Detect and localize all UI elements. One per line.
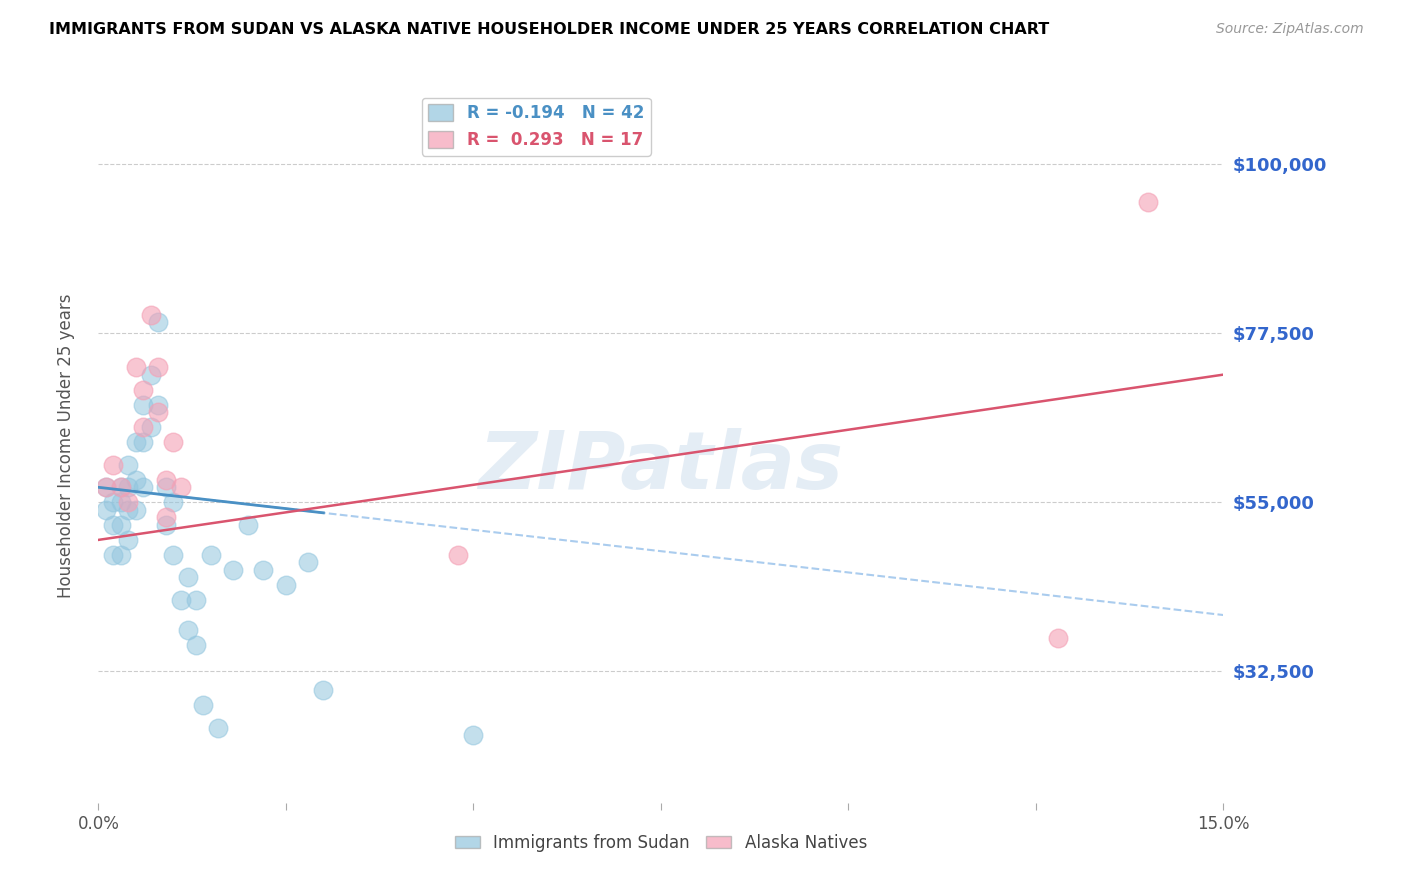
Point <box>148 398 170 412</box>
Point <box>103 495 125 509</box>
Point <box>447 548 470 562</box>
Text: IMMIGRANTS FROM SUDAN VS ALASKA NATIVE HOUSEHOLDER INCOME UNDER 25 YEARS CORRELA: IMMIGRANTS FROM SUDAN VS ALASKA NATIVE H… <box>49 22 1049 37</box>
Point <box>125 435 148 450</box>
Point <box>222 563 245 577</box>
Point <box>148 360 170 375</box>
Point <box>148 315 170 329</box>
Point <box>132 383 155 397</box>
Point <box>312 683 335 698</box>
Point <box>132 398 155 412</box>
Point <box>207 721 229 735</box>
Point <box>110 495 132 509</box>
Point <box>184 593 207 607</box>
Point <box>125 360 148 375</box>
Point <box>155 510 177 524</box>
Point <box>117 480 139 494</box>
Point <box>132 420 155 434</box>
Point <box>162 548 184 562</box>
Point <box>110 480 132 494</box>
Point <box>94 503 117 517</box>
Text: ZIPatlas: ZIPatlas <box>478 428 844 507</box>
Y-axis label: Householder Income Under 25 years: Householder Income Under 25 years <box>56 293 75 599</box>
Point <box>103 548 125 562</box>
Point <box>463 728 485 742</box>
Point <box>177 570 200 584</box>
Point <box>238 517 260 532</box>
Point <box>94 480 117 494</box>
Point <box>117 533 139 547</box>
Point <box>125 473 148 487</box>
Point <box>148 405 170 419</box>
Point <box>184 638 207 652</box>
Point <box>177 623 200 637</box>
Point <box>193 698 215 713</box>
Point <box>117 458 139 472</box>
Point <box>162 495 184 509</box>
Point <box>117 495 139 509</box>
Point <box>110 480 132 494</box>
Point <box>170 593 193 607</box>
Point <box>1047 631 1070 645</box>
Point <box>1137 194 1160 209</box>
Point <box>132 480 155 494</box>
Point <box>139 368 162 382</box>
Point <box>297 556 319 570</box>
Point <box>110 548 132 562</box>
Point <box>110 517 132 532</box>
Point <box>162 435 184 450</box>
Point <box>94 480 117 494</box>
Point <box>132 435 155 450</box>
Point <box>170 480 193 494</box>
Point <box>139 308 162 322</box>
Point <box>155 473 177 487</box>
Point <box>155 517 177 532</box>
Point <box>117 503 139 517</box>
Point <box>155 480 177 494</box>
Point <box>103 517 125 532</box>
Point <box>139 420 162 434</box>
Point <box>103 458 125 472</box>
Legend: Immigrants from Sudan, Alaska Natives: Immigrants from Sudan, Alaska Natives <box>449 828 873 859</box>
Point <box>274 578 297 592</box>
Point <box>252 563 274 577</box>
Point <box>200 548 222 562</box>
Text: Source: ZipAtlas.com: Source: ZipAtlas.com <box>1216 22 1364 37</box>
Point <box>125 503 148 517</box>
